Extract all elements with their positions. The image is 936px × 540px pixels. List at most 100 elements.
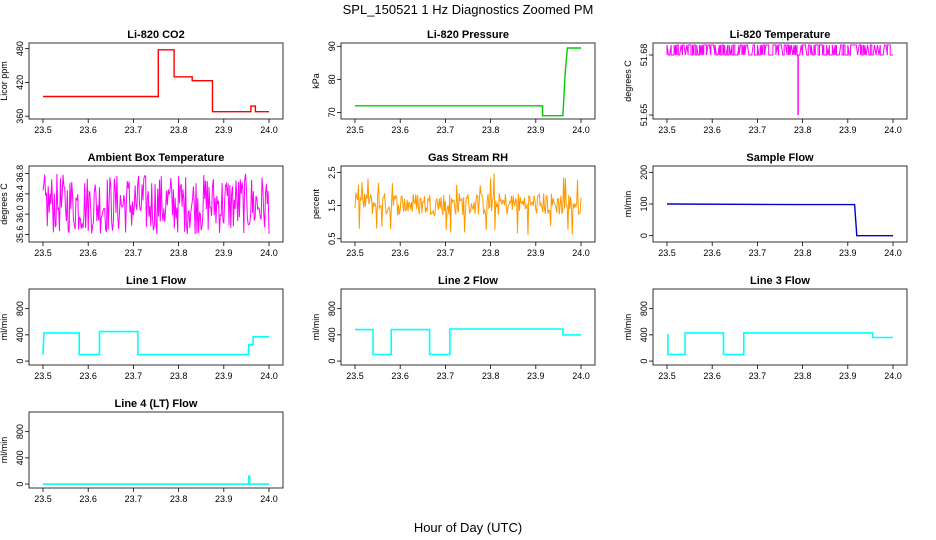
- x-tick-label: 24.0: [884, 125, 902, 135]
- x-tick-label: 23.7: [437, 125, 455, 135]
- x-tick-label: 23.7: [125, 125, 143, 135]
- panel-title: Line 1 Flow: [126, 275, 186, 287]
- y-axis-label: ml/min: [0, 437, 9, 464]
- x-tick-label: 24.0: [260, 494, 278, 504]
- y-tick-label: 360: [15, 109, 25, 124]
- y-tick-label: 36.4: [15, 185, 25, 203]
- plot-frame: [28, 165, 284, 243]
- x-tick-label: 23.8: [794, 248, 812, 258]
- panel-title: Sample Flow: [746, 152, 814, 164]
- x-tick-label: 23.7: [749, 371, 767, 381]
- y-axis-label: degrees C: [0, 183, 9, 225]
- x-tick-label: 23.5: [34, 494, 52, 504]
- plot-frame: [340, 42, 596, 120]
- panel-title: Gas Stream RH: [428, 152, 508, 164]
- y-axis-label: kPa: [311, 73, 321, 89]
- chart-panel: Li-820 CO2 23.5 23.6 23.7 23.8 23.9 24.0 360 420…: [0, 29, 284, 135]
- x-tick-label: 23.9: [527, 125, 545, 135]
- series-line: [42, 173, 270, 235]
- y-tick-label: 90: [327, 41, 337, 51]
- y-tick-label: 0: [639, 233, 649, 238]
- x-tick-label: 23.6: [391, 248, 409, 258]
- series-line: [667, 332, 893, 356]
- x-tick-label: 23.9: [215, 371, 233, 381]
- x-tick-label: 23.6: [703, 371, 721, 381]
- x-tick-label: 23.8: [482, 371, 500, 381]
- x-tick-label: 24.0: [884, 371, 902, 381]
- y-axis-label: ml/min: [311, 314, 321, 341]
- x-tick-label: 23.7: [437, 248, 455, 258]
- x-tick-label: 23.8: [170, 248, 188, 258]
- x-tick-label: 23.6: [703, 125, 721, 135]
- chart-panel: Line 4 (LT) Flow 23.5 23.6 23.7 23.8 23.9 24.0…: [0, 398, 284, 504]
- panels: Li-820 CO2 23.5 23.6 23.7 23.8 23.9 24.0 360 420…: [0, 29, 908, 504]
- series-line: [355, 47, 581, 117]
- y-axis-label: percent: [311, 188, 321, 219]
- x-tick-label: 23.6: [79, 248, 97, 258]
- x-tick-label: 23.9: [215, 248, 233, 258]
- y-tick-label: 35.6: [15, 226, 25, 244]
- x-tick-label: 23.6: [391, 371, 409, 381]
- chart-panel: Sample Flow 23.5 23.6 23.7 23.8 23.9 24.0 0 100 2…: [623, 152, 908, 258]
- x-tick-label: 23.5: [346, 371, 364, 381]
- x-tick-label: 23.5: [34, 371, 52, 381]
- x-tick-label: 23.7: [125, 248, 143, 258]
- x-tick-label: 23.7: [749, 248, 767, 258]
- chart-panel: Line 1 Flow 23.5 23.6 23.7 23.8 23.9 24.0 0 400 8…: [0, 275, 284, 381]
- x-tick-label: 23.9: [839, 125, 857, 135]
- y-tick-label: 800: [639, 301, 649, 316]
- panel-title: Line 3 Flow: [750, 275, 810, 287]
- x-tick-label: 23.7: [749, 125, 767, 135]
- x-tick-label: 24.0: [260, 125, 278, 135]
- plot-frame: [652, 42, 908, 120]
- x-tick-label: 23.8: [794, 371, 812, 381]
- x-tick-label: 23.9: [527, 248, 545, 258]
- y-tick-label: 480: [15, 41, 25, 56]
- figure-title: SPL_150521 1 Hz Diagnostics Zoomed PM: [343, 2, 594, 17]
- y-tick-label: 0: [15, 482, 25, 487]
- x-tick-label: 24.0: [572, 371, 590, 381]
- chart-panel: Gas Stream RH 23.5 23.6 23.7 23.8 23.9 24.0 0.5…: [311, 152, 596, 258]
- figure-xlabel: Hour of Day (UTC): [414, 520, 522, 535]
- x-tick-label: 24.0: [884, 248, 902, 258]
- chart-panel: Li-820 Temperature 23.5 23.6 23.7 23.8 23.9 24…: [623, 29, 908, 135]
- x-tick-label: 23.6: [79, 371, 97, 381]
- panel-title: Li-820 Temperature: [730, 29, 831, 41]
- panel-title: Line 4 (LT) Flow: [115, 398, 198, 410]
- y-tick-label: 0: [327, 359, 337, 364]
- y-axis-label: ml/min: [623, 314, 633, 341]
- x-tick-label: 23.9: [215, 125, 233, 135]
- y-tick-label: 1.5: [327, 199, 337, 212]
- y-axis-label: Licor ppm: [0, 61, 9, 101]
- series-line: [43, 49, 269, 113]
- x-tick-label: 23.8: [482, 248, 500, 258]
- y-axis-label: ml/min: [623, 191, 633, 218]
- x-tick-label: 23.8: [794, 125, 812, 135]
- x-tick-label: 23.9: [527, 371, 545, 381]
- x-tick-label: 23.5: [34, 248, 52, 258]
- x-tick-label: 23.8: [170, 125, 188, 135]
- x-tick-label: 23.5: [658, 125, 676, 135]
- x-tick-label: 23.5: [34, 125, 52, 135]
- x-tick-label: 23.9: [215, 494, 233, 504]
- x-tick-label: 24.0: [260, 371, 278, 381]
- x-tick-label: 23.6: [703, 248, 721, 258]
- chart-panel: Ambient Box Temperature 23.5 23.6 23.7 23.8 2…: [0, 152, 284, 258]
- x-tick-label: 23.5: [346, 248, 364, 258]
- y-axis-label: ml/min: [0, 314, 9, 341]
- y-tick-label: 36.8: [15, 165, 25, 183]
- y-tick-label: 70: [327, 107, 337, 117]
- panel-title: Line 2 Flow: [438, 275, 498, 287]
- x-tick-label: 23.7: [437, 371, 455, 381]
- y-tick-label: 800: [15, 424, 25, 439]
- x-tick-label: 23.8: [482, 125, 500, 135]
- x-tick-label: 23.8: [170, 371, 188, 381]
- panel-title: Ambient Box Temperature: [88, 152, 225, 164]
- y-tick-label: 0.5: [327, 232, 337, 245]
- y-tick-label: 400: [327, 327, 337, 342]
- series-line: [355, 328, 581, 356]
- series-line: [666, 203, 893, 237]
- x-tick-label: 23.5: [658, 248, 676, 258]
- chart-panel: Line 3 Flow 23.5 23.6 23.7 23.8 23.9 24.0 0 400 8…: [623, 275, 908, 381]
